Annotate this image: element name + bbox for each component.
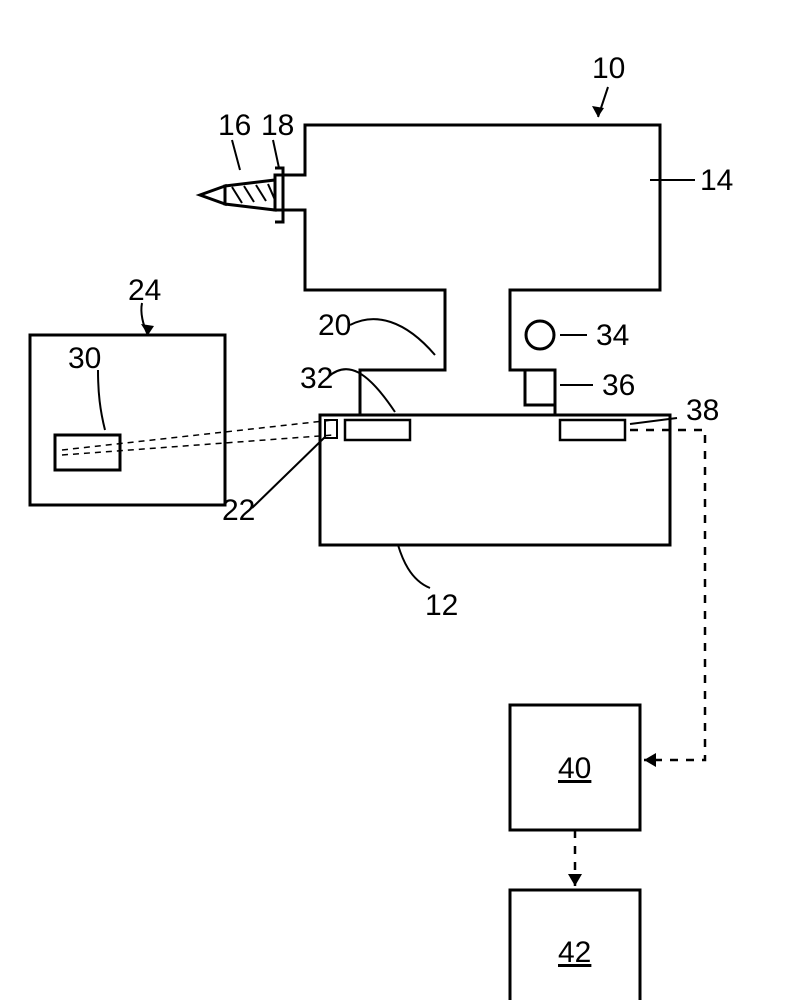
ref-label-18: 18 xyxy=(261,109,294,142)
ref-label-38: 38 xyxy=(686,394,719,427)
ref-label-30: 30 xyxy=(68,342,101,375)
ref-label-40: 40 xyxy=(558,752,591,785)
ref-label-14: 14 xyxy=(700,164,733,197)
ref-label-12: 12 xyxy=(425,589,458,622)
ref-label-42: 42 xyxy=(558,936,591,969)
ref-label-16: 16 xyxy=(218,109,251,142)
ref-label-36: 36 xyxy=(602,369,635,402)
ref-label-22: 22 xyxy=(222,494,255,527)
ref-label-32: 32 xyxy=(300,362,333,395)
ref-label-34: 34 xyxy=(596,319,629,352)
ref-label-20: 20 xyxy=(318,309,351,342)
ref-label-24: 24 xyxy=(128,274,161,307)
ref-label-10: 10 xyxy=(592,52,625,85)
